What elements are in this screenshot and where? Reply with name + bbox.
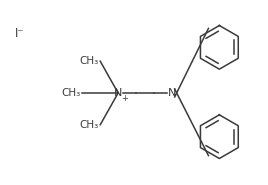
Text: +: + xyxy=(122,95,128,103)
Text: N: N xyxy=(114,88,122,98)
Text: N: N xyxy=(168,88,176,98)
Text: CH₃: CH₃ xyxy=(61,88,80,98)
Text: CH₃: CH₃ xyxy=(79,56,98,66)
Text: I⁻: I⁻ xyxy=(15,27,25,40)
Text: CH₃: CH₃ xyxy=(79,120,98,130)
